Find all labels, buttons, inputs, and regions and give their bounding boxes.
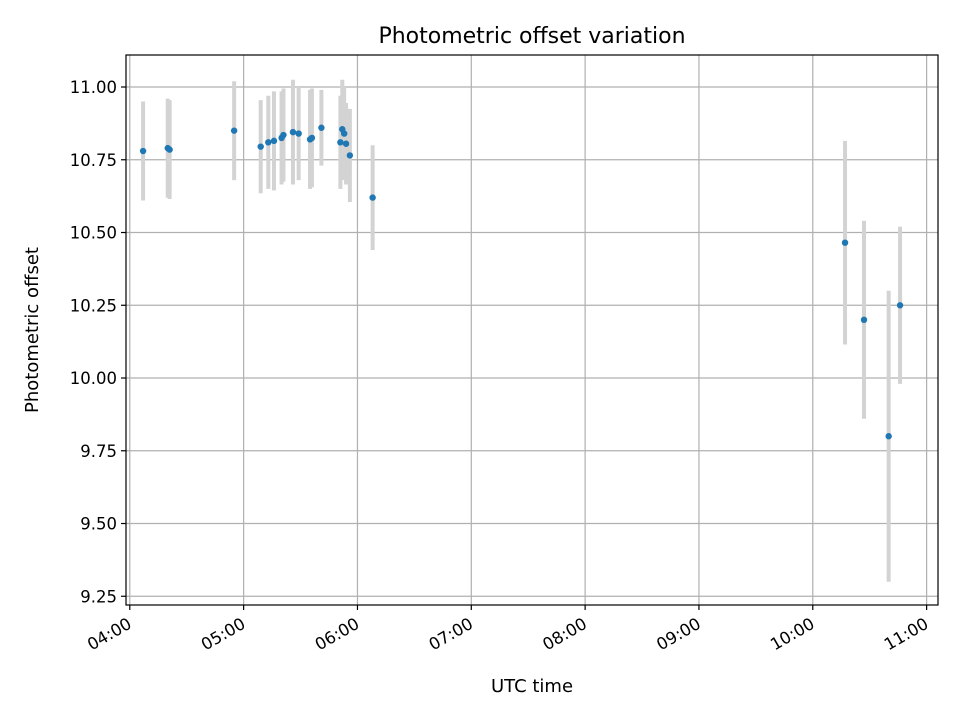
data-point [340,130,348,137]
data-points [139,124,904,440]
data-point [230,127,238,134]
data-point [257,143,264,150]
y-tick-label: 11.00 [70,78,117,97]
y-tick-label: 10.25 [70,296,117,315]
y-tick-label: 10.00 [70,369,117,388]
x-tick-label: 09:00 [653,614,704,654]
data-point [841,239,849,246]
data-point [369,194,376,201]
data-point [295,130,302,137]
x-axis-ticks: 04:00 05:00 06:00 07:00 08:00 09:00 10:00 11:00 [84,605,932,654]
x-tick-label: 05:00 [198,614,249,654]
error-bars [141,79,903,582]
data-point [270,137,278,145]
data-point [346,152,354,159]
y-tick-label: 9.50 [80,515,117,534]
x-tick-label: 04:00 [84,614,135,654]
y-tick-label: 9.25 [80,587,117,606]
y-axis-ticks: 9.25 9.50 9.75 10.00 10.25 10.50 10.75 11.00 [70,78,126,606]
data-point [885,433,892,440]
data-point [308,134,316,142]
data-point [265,139,272,146]
x-tick-label: 11:00 [881,614,932,654]
plot-frame [125,54,939,606]
data-point [342,140,350,147]
y-tick-label: 9.75 [80,442,117,461]
y-tick-label: 10.75 [70,151,117,170]
chart-title: Photometric offset variation [378,24,685,49]
data-point [318,124,325,131]
data-point [289,128,297,136]
data-point [896,302,904,309]
data-point [280,131,287,139]
data-point [139,147,147,155]
data-point [166,146,173,153]
y-tick-label: 10.50 [70,224,117,243]
data-point [337,139,344,146]
y-axis-label: Photometric offset [22,247,43,413]
grid [126,55,938,605]
x-tick-label: 08:00 [539,614,590,654]
data-point [860,316,868,324]
x-tick-label: 06:00 [312,614,363,654]
x-tick-label: 10:00 [767,614,818,654]
x-tick-label: 07:00 [426,614,477,654]
x-axis-label: UTC time [491,676,573,697]
